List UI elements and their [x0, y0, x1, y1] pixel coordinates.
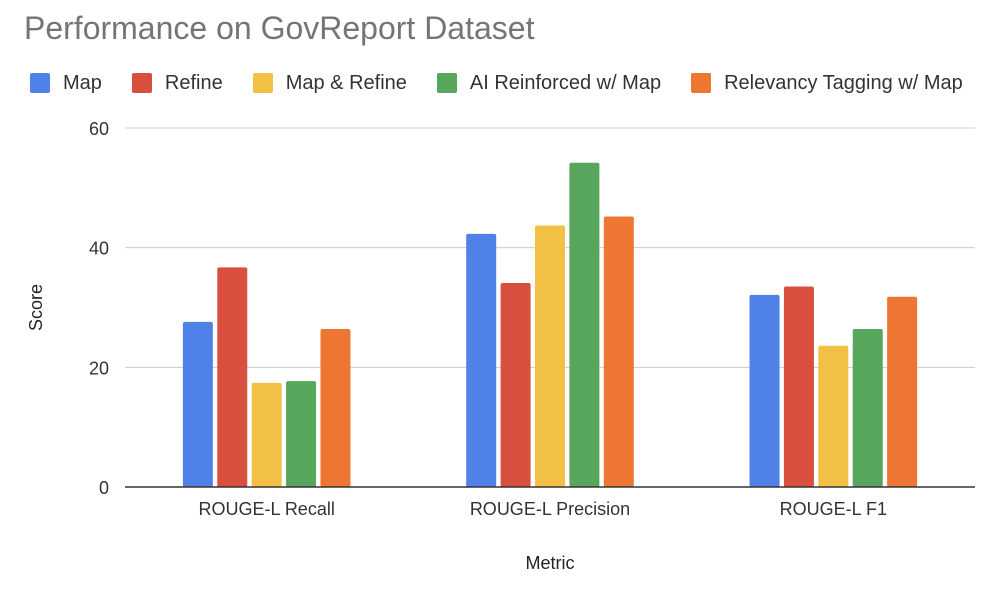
x-tick-label: ROUGE-L F1 [780, 499, 887, 519]
legend-item: Relevancy Tagging w/ Map [691, 72, 963, 95]
bar [783, 286, 814, 487]
bar [535, 225, 565, 488]
bar [818, 345, 849, 487]
bar [500, 282, 531, 487]
bar [251, 382, 282, 487]
y-tick-label: 20 [89, 358, 109, 378]
bar [466, 233, 497, 487]
bar [569, 162, 600, 487]
x-axis-title: Metric [526, 553, 575, 573]
chart-title: Performance on GovReport Dataset [24, 10, 535, 46]
x-tick-label: ROUGE-L Recall [198, 499, 334, 519]
legend-label: Map & Refine [285, 71, 407, 94]
legend-item: Map & Refine [252, 71, 407, 95]
legend-item: AI Reinforced w/ Map [436, 71, 662, 95]
bar [320, 329, 351, 487]
y-tick-label: 60 [89, 119, 109, 139]
legend-swatch [691, 73, 712, 93]
legend-swatch [436, 73, 457, 93]
legend-label: AI Reinforced w/ Map [469, 71, 662, 94]
legend-item: Map [30, 72, 102, 95]
bar [182, 321, 213, 487]
legend-label: Relevancy Tagging w/ Map [724, 71, 963, 94]
bar [887, 296, 918, 487]
x-tick-label: ROUGE-L Precision [470, 499, 630, 519]
legend-label: Refine [164, 71, 223, 94]
y-tick-label: 40 [89, 239, 109, 259]
bar [852, 329, 883, 487]
legend-swatch [252, 73, 273, 93]
legend-label: Map [63, 71, 102, 94]
legend-item: Refine [131, 71, 223, 95]
legend: Map Refine Map & Refine AI Reinforced w/ Ma… [30, 70, 993, 96]
bar [603, 216, 634, 487]
y-tick-label: 0 [99, 478, 109, 498]
bar [749, 294, 780, 487]
bar [217, 267, 248, 487]
legend-swatch [131, 73, 152, 93]
legend-swatch [30, 73, 50, 93]
y-axis-title: Score [26, 284, 46, 331]
bar [286, 381, 317, 487]
